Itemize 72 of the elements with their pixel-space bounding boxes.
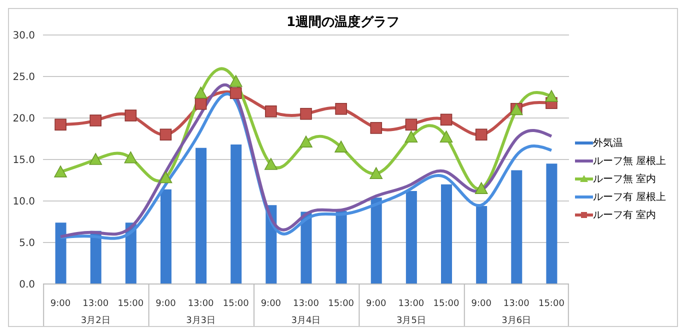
y-tick-label: 30.0 [12,30,35,42]
point [475,128,488,140]
point [230,87,242,99]
legend-label: ルーフ有 屋根上 [593,190,666,204]
y-tick-label: 5.0 [19,238,35,250]
bar [546,164,558,284]
point [265,105,277,118]
point [370,122,382,134]
legend-label: ルーフ無 屋根上 [593,154,666,168]
x-tick-label: 9:00 [366,299,387,309]
point [440,114,452,126]
bar [230,144,242,284]
x-tick-label: 13:00 [188,299,214,309]
point [194,98,207,110]
text: 3月2日 [80,316,110,326]
point [54,166,67,178]
point [124,151,138,164]
point [334,140,348,152]
bar [370,198,382,284]
x-tick-label: 15:00 [538,299,565,309]
x-tick-label: 13:00 [293,299,320,309]
y-tick-label: 10.0 [12,196,35,208]
legend-label: ルーフ無 室内 [593,172,656,186]
point [404,130,418,142]
text: 3月6日 [502,316,532,326]
y-tick-label: 25.0 [12,72,35,84]
bar [196,148,207,284]
point [405,118,418,131]
legend-label: 外気温 [593,136,623,150]
bar [160,189,172,284]
x-tick-label: 13:00 [503,299,530,309]
point [124,110,137,122]
bar [55,222,66,284]
point [160,128,172,140]
bar [511,170,522,284]
point [474,182,488,194]
point [370,167,383,180]
point [229,75,242,87]
text: 3月5日 [396,316,426,326]
x-tick-label: 15:00 [433,299,460,309]
x-tick-label: 13:00 [398,299,424,309]
text: 3月3日 [186,316,216,326]
bar [300,212,312,284]
y-tick-label: 0.0 [19,280,35,291]
text: 3月4日 [291,316,321,326]
point [264,158,278,170]
chart-title: 1週間の温度グラフ [285,14,401,31]
point [300,136,312,148]
point [335,102,347,115]
bar [441,184,452,284]
point [159,171,172,184]
x-tick-label: 15:00 [118,299,144,309]
point [440,130,453,142]
x-tick-label: 15:00 [222,299,250,309]
x-tick-label: 15:00 [328,299,354,309]
point [90,114,102,126]
legend-label: ルーフ有 室内 [593,208,656,222]
bar [406,191,417,284]
x-tick-label: 9:00 [471,299,492,309]
point [54,118,66,131]
x-tick-label: 9:00 [50,299,71,309]
x-tick-label: 13:00 [82,299,109,309]
point [194,86,208,98]
bar [336,210,347,284]
x-tick-label: 9:00 [156,299,176,309]
y-tick-label: 15.0 [12,155,35,166]
point [300,108,312,120]
point [545,90,558,102]
bar [476,206,488,284]
y-tick-label: 20.0 [12,114,35,125]
x-tick-label: 9:00 [260,299,282,309]
point [89,153,102,165]
